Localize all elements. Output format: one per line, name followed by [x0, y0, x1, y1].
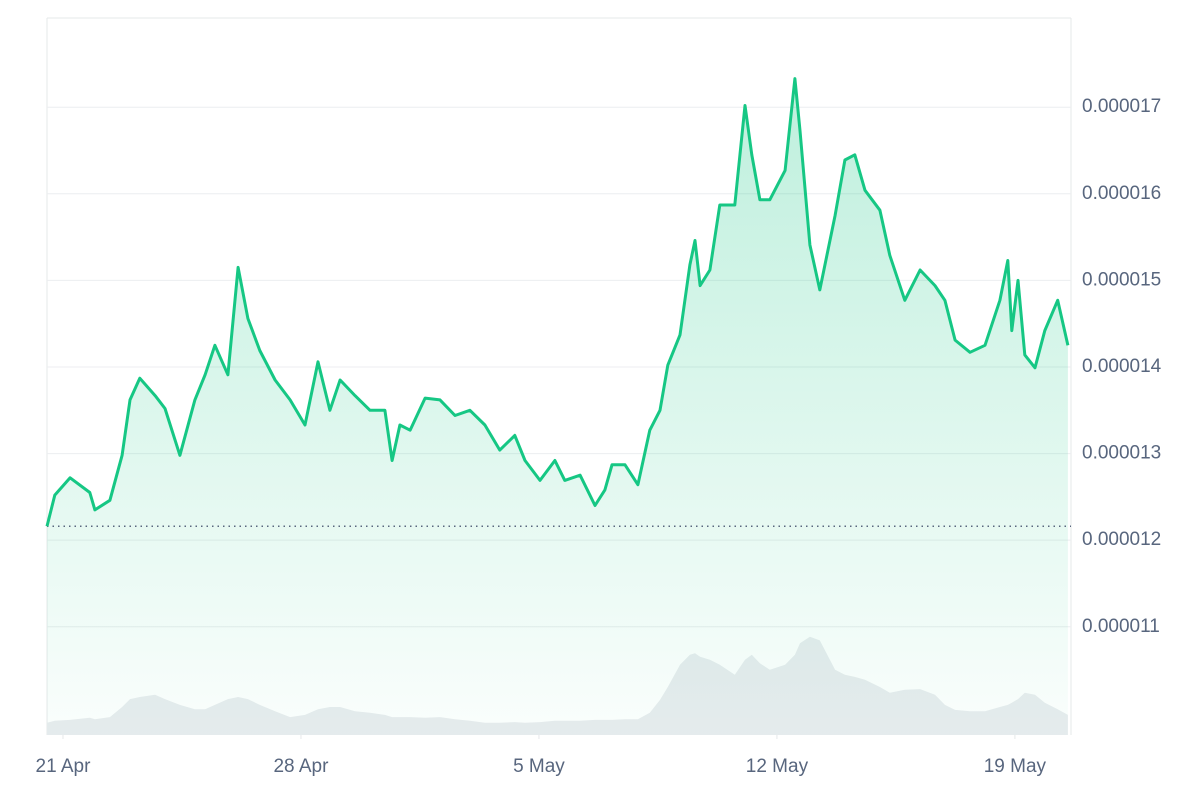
- price-line: [45, 77, 1070, 527]
- y-tick-label: 0.000017: [1082, 96, 1161, 117]
- y-tick-label: 0.000011: [1082, 616, 1160, 637]
- x-tick-label: 5 May: [513, 756, 565, 777]
- y-tick-label: 0.000016: [1082, 183, 1161, 204]
- y-tick-label: 0.000014: [1082, 356, 1162, 377]
- x-tick-label: 12 May: [746, 756, 809, 777]
- price-area: [47, 78, 1068, 736]
- y-tick-label: 0.000012: [1082, 529, 1161, 550]
- x-tick-label: 21 Apr: [36, 756, 92, 777]
- y-tick-label: 0.000013: [1082, 443, 1161, 464]
- y-tick-label: 0.000015: [1082, 269, 1161, 290]
- x-tick-label: 28 Apr: [273, 756, 329, 777]
- x-tick-label: 19 May: [984, 756, 1047, 777]
